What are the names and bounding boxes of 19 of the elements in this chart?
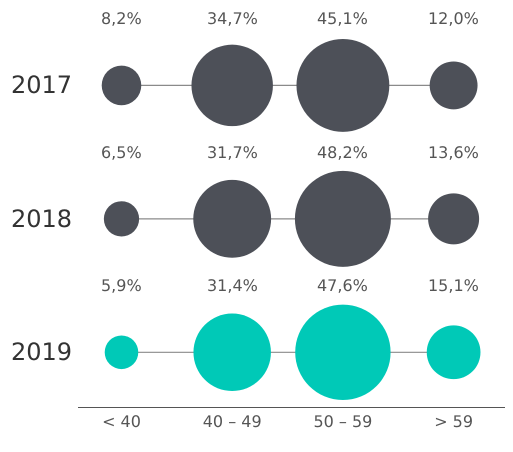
data-label: 8,2% — [101, 9, 142, 28]
data-label: 45,1% — [317, 9, 368, 28]
data-label: 6,5% — [101, 143, 142, 162]
category-label: 40 – 49 — [202, 412, 262, 432]
legend-label: 2018 — [11, 205, 72, 233]
legend-label: 2019 — [11, 338, 72, 366]
data-label: 48,2% — [317, 143, 368, 162]
data-label: 12,0% — [428, 9, 479, 28]
data-label: 31,7% — [207, 143, 258, 162]
data-label: 5,9% — [101, 276, 142, 295]
data-label: 15,1% — [428, 276, 479, 295]
category-label: 50 – 59 — [313, 412, 372, 432]
category-label: < 40 — [102, 412, 141, 432]
data-label: 47,6% — [317, 276, 368, 295]
data-label: 13,6% — [428, 143, 479, 162]
legend-label: 2017 — [11, 71, 72, 99]
data-label: 34,7% — [207, 9, 258, 28]
data-label: 31,4% — [207, 276, 258, 295]
category-label: > 59 — [434, 412, 474, 432]
